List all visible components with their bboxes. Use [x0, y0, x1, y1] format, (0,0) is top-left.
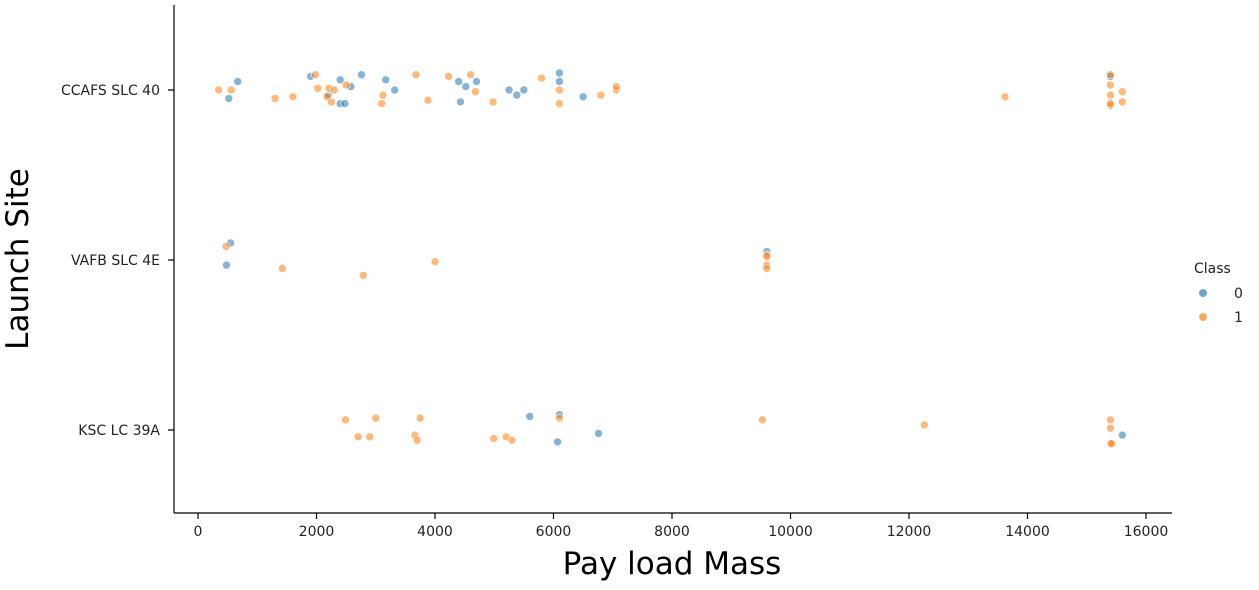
data-point-class-1 [1000, 92, 1010, 102]
data-point-class-1 [341, 80, 351, 90]
x-tick-label: 14000 [1005, 524, 1050, 540]
data-point-class-1 [1107, 439, 1116, 448]
x-axis-ticks: 0 2000 4000 6000 8000 10000 12000 14000 16000 [194, 513, 1169, 540]
data-point-class-1 [1106, 90, 1115, 100]
data-point-class-1 [1118, 97, 1127, 107]
data-point-class-1 [762, 264, 772, 273]
data-point-class-1 [611, 82, 621, 91]
data-point-class-0 [340, 99, 350, 108]
x-tick-label: 12000 [887, 524, 932, 540]
x-tick-label: 8000 [654, 524, 690, 540]
data-point-class-0 [233, 77, 242, 86]
data-point-class-1 [762, 252, 772, 261]
y-tick-label: KSC LC 39A [78, 423, 160, 439]
data-point-class-0 [456, 97, 465, 107]
data-point-class-1 [310, 70, 320, 79]
x-tick-label: 6000 [536, 524, 572, 540]
data-point-class-1 [313, 84, 323, 93]
data-point-class-0 [224, 94, 234, 103]
data-point-class-1 [470, 87, 480, 96]
data-point-class-1 [365, 432, 375, 442]
data-point-class-1 [555, 413, 564, 423]
y-tick-label: VAFB SLC 4E [71, 253, 160, 269]
data-point-class-1 [288, 92, 298, 102]
data-point-class-0 [504, 85, 514, 95]
x-tick-label: 16000 [1124, 524, 1169, 540]
data-point-class-1 [412, 435, 422, 445]
data-point-class-1 [358, 270, 368, 280]
data-point-class-0 [519, 85, 529, 95]
data-point-class-1 [411, 70, 421, 79]
data-point-class-1 [489, 434, 499, 443]
data-point-class-1 [371, 413, 381, 423]
data-point-class-0 [1118, 430, 1127, 440]
legend: Class 01 [1194, 261, 1243, 326]
y-axis-label: Launch Site [0, 168, 36, 350]
data-point-class-1 [596, 90, 606, 100]
data-point-class-1 [1106, 70, 1115, 79]
data-point-class-1 [430, 257, 440, 267]
legend-marker-class-0 [1199, 289, 1207, 297]
data-point-class-1 [226, 85, 236, 95]
data-point-class-1 [378, 90, 388, 100]
data-point-class-1 [353, 432, 363, 442]
data-point-class-1 [555, 99, 564, 108]
legend-entries: 01 [1199, 286, 1243, 326]
data-point-class-1 [329, 85, 339, 95]
legend-title: Class [1194, 261, 1231, 277]
data-point-class-1 [1118, 87, 1127, 96]
data-point-class-1 [555, 85, 564, 95]
data-point-class-1 [270, 94, 280, 103]
data-point-class-1 [444, 72, 453, 81]
data-point-class-1 [278, 264, 287, 273]
data-point-class-0 [525, 412, 535, 421]
data-point-class-1 [341, 415, 350, 425]
x-tick-label: 10000 [768, 524, 813, 540]
data-point-class-0 [381, 75, 391, 85]
data-point-class-1 [920, 420, 929, 430]
data-point-class-0 [222, 260, 231, 270]
data-point-class-0 [555, 68, 564, 78]
data-point-class-1 [466, 70, 475, 79]
legend-marker-class-1 [1199, 313, 1207, 321]
y-axis-ticks: CCAFS SLC 40 VAFB SLC 4E KSC LC 39A [61, 83, 174, 439]
data-point-class-1 [537, 73, 546, 83]
data-point-class-0 [461, 82, 471, 91]
data-point-class-0 [357, 70, 366, 79]
data-point-class-0 [472, 77, 481, 86]
data-point-class-1 [1106, 415, 1115, 425]
data-point-class-1 [423, 95, 433, 105]
data-point-class-1 [507, 435, 517, 445]
data-point-class-0 [512, 90, 522, 100]
x-tick-label: 2000 [299, 524, 335, 540]
data-point-class-0 [555, 77, 564, 86]
data-point-class-1 [1106, 80, 1115, 90]
data-point-class-0 [553, 437, 562, 447]
data-point-class-1 [415, 413, 425, 423]
x-axis-label: Pay load Mass [563, 546, 782, 582]
data-point-class-1 [377, 99, 387, 108]
data-point-class-0 [594, 429, 603, 438]
x-tick-label: 0 [194, 524, 203, 540]
data-point-class-1 [214, 85, 223, 95]
legend-label-class-1: 1 [1234, 310, 1243, 326]
data-point-class-1 [1106, 423, 1115, 433]
data-points [214, 68, 1127, 448]
data-point-class-1 [758, 415, 767, 425]
data-point-class-0 [578, 92, 588, 102]
data-point-class-0 [335, 75, 345, 85]
data-point-class-1 [488, 97, 498, 107]
data-point-class-1 [326, 97, 336, 107]
legend-label-class-0: 0 [1234, 286, 1243, 302]
data-point-class-1 [1106, 99, 1115, 108]
data-point-class-0 [454, 77, 464, 86]
data-point-class-1 [221, 242, 231, 251]
data-point-class-0 [390, 85, 400, 95]
y-tick-label: CCAFS SLC 40 [61, 83, 160, 99]
x-tick-label: 4000 [417, 524, 453, 540]
